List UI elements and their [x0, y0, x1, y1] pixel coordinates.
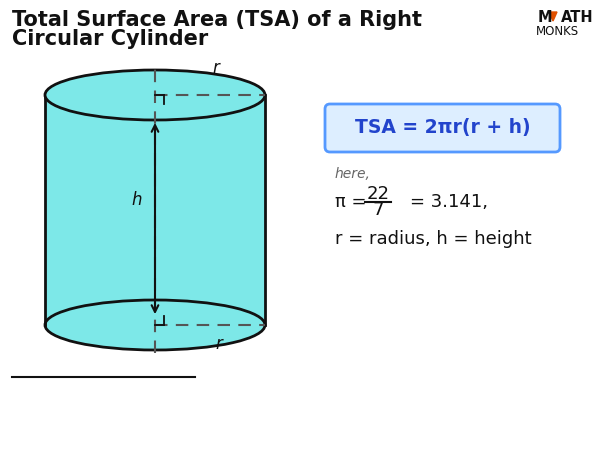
Text: M: M: [538, 10, 553, 25]
Text: 22: 22: [367, 185, 389, 203]
Text: r: r: [215, 335, 222, 353]
Text: r: r: [212, 59, 219, 77]
Text: Formula:: Formula:: [340, 105, 430, 123]
FancyBboxPatch shape: [325, 104, 560, 152]
FancyBboxPatch shape: [45, 95, 265, 325]
Ellipse shape: [45, 70, 265, 120]
Text: = 3.141,: = 3.141,: [410, 193, 488, 211]
Ellipse shape: [45, 300, 265, 350]
Text: TSA = 2πr(r + h): TSA = 2πr(r + h): [355, 119, 530, 138]
Text: ATH: ATH: [561, 10, 593, 25]
Text: Total Surface Area (TSA) of a Right: Total Surface Area (TSA) of a Right: [12, 10, 422, 30]
Text: h: h: [132, 191, 142, 209]
Text: r = radius, h = height: r = radius, h = height: [335, 230, 532, 248]
Text: 7: 7: [372, 201, 384, 219]
Text: π =: π =: [335, 193, 372, 211]
Text: here,: here,: [335, 167, 371, 181]
Text: MONKS: MONKS: [536, 25, 579, 38]
Text: Circular Cylinder: Circular Cylinder: [12, 29, 208, 49]
Polygon shape: [549, 12, 557, 21]
